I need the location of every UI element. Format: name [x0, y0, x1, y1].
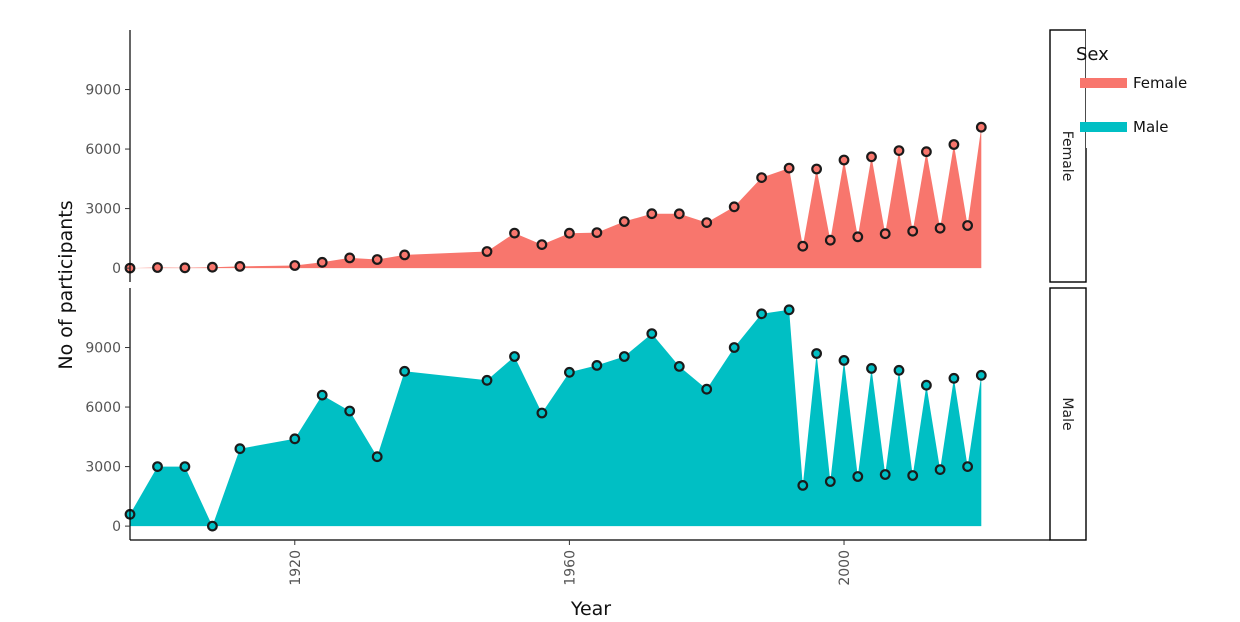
facet-strip-female — [1049, 29, 1087, 283]
y-tick-label: 3000 — [85, 202, 121, 218]
data-point-female-1992 — [783, 162, 795, 174]
y-tick-label: 9000 — [85, 83, 121, 99]
data-point-male-1964 — [591, 360, 603, 371]
data-point-female-1984 — [728, 201, 740, 213]
data-point-female-1924 — [316, 256, 328, 268]
data-point-female-2010 — [907, 225, 919, 237]
legend-label-female: Female — [1133, 74, 1187, 92]
y-tick-label: 0 — [112, 261, 121, 277]
data-point-male-2012 — [921, 379, 932, 391]
data-point-male-1924 — [316, 389, 328, 401]
data-point-male-1992 — [783, 304, 795, 316]
y-tick-label: 6000 — [85, 400, 121, 416]
data-point-female-1920 — [289, 260, 301, 271]
y-axis-title: No of participants — [55, 200, 77, 369]
data-point-male-1948 — [481, 374, 493, 386]
data-point-male-1988 — [756, 308, 767, 320]
data-point-female-2012 — [921, 146, 932, 158]
data-point-female-1998 — [824, 234, 836, 246]
data-point-male-1980 — [701, 383, 713, 395]
data-point-male-1994 — [797, 480, 809, 491]
data-point-female-1904 — [179, 262, 191, 274]
data-point-female-1900 — [152, 262, 163, 273]
data-point-female-2016 — [948, 139, 960, 150]
data-point-female-2006 — [879, 228, 891, 240]
data-point-male-1908 — [206, 520, 218, 532]
data-point-female-1988 — [756, 172, 767, 184]
data-point-male-1956 — [536, 407, 548, 419]
data-point-female-2014 — [934, 222, 946, 234]
data-point-male-1960 — [564, 366, 575, 378]
data-point-female-2000 — [838, 154, 850, 166]
plot-area: 0 3000 6000 9000 Female 0 3000 6000 9000 Male 1920… — [85, 29, 1087, 586]
x-tick-label: 1960 — [562, 550, 578, 586]
data-point-female-1960 — [564, 227, 575, 239]
y-tick-label: 3000 — [85, 460, 121, 476]
data-point-female-1994 — [797, 240, 809, 252]
data-point-female-1936 — [399, 249, 411, 261]
data-point-male-1936 — [399, 365, 411, 377]
x-tick-label: 2000 — [837, 550, 853, 586]
x-tick-label: 1920 — [288, 550, 304, 586]
data-point-male-1900 — [152, 461, 163, 473]
legend-key-female — [1080, 78, 1127, 88]
data-point-female-1972 — [646, 208, 658, 220]
data-point-male-1976 — [673, 361, 685, 372]
facet-strip-male — [1049, 287, 1087, 541]
data-point-male-2018 — [962, 461, 973, 473]
data-point-female-1964 — [591, 227, 603, 239]
data-point-male-1928 — [344, 405, 356, 417]
data-point-female-2004 — [866, 151, 877, 163]
y-tick-label: 0 — [112, 519, 121, 535]
data-point-male-2006 — [879, 469, 891, 480]
data-point-female-1908 — [206, 261, 218, 273]
data-point-male-1968 — [618, 351, 630, 362]
area-male — [130, 309, 982, 527]
legend-title: Sex — [1076, 44, 1109, 65]
data-point-male-2000 — [838, 355, 850, 366]
data-point-female-1976 — [673, 208, 685, 220]
facet-panel-male: 0 3000 6000 9000 Male — [85, 287, 1087, 541]
data-point-male-2002 — [852, 471, 864, 482]
data-point-female-1996 — [811, 163, 822, 175]
data-point-female-1912 — [234, 261, 246, 272]
data-point-male-1972 — [646, 328, 658, 340]
data-point-female-1968 — [618, 216, 630, 227]
data-point-female-1956 — [536, 239, 548, 251]
data-point-female-1948 — [481, 246, 493, 257]
area-female — [130, 127, 982, 269]
data-point-male-2010 — [907, 470, 919, 481]
legend: Sex Female Male — [1076, 28, 1206, 148]
data-point-male-1984 — [728, 342, 740, 353]
data-point-female-2018 — [962, 220, 973, 231]
data-point-male-2016 — [948, 372, 960, 384]
data-point-male-1952 — [509, 351, 520, 362]
data-point-male-1912 — [234, 443, 246, 455]
data-point-male-1904 — [179, 461, 191, 473]
data-point-male-2020 — [975, 369, 987, 381]
data-point-male-2008 — [893, 364, 905, 376]
data-point-female-1952 — [509, 227, 520, 239]
data-point-male-1996 — [811, 348, 822, 359]
data-point-male-1932 — [371, 451, 383, 463]
legend-label-male: Male — [1133, 118, 1169, 136]
data-point-female-1928 — [344, 252, 356, 264]
facet-strip-label: Female — [1059, 131, 1075, 182]
data-point-female-2008 — [893, 145, 905, 157]
facet-panel-female: 0 3000 6000 9000 Female — [85, 29, 1087, 283]
data-point-male-2004 — [866, 363, 877, 374]
legend-key-male — [1080, 122, 1127, 132]
data-point-male-2014 — [934, 464, 946, 476]
facet-strip-label: Male — [1059, 397, 1075, 430]
y-tick-label: 9000 — [85, 341, 121, 357]
data-point-female-2020 — [975, 121, 987, 133]
data-point-female-2002 — [852, 231, 864, 243]
data-point-male-1998 — [824, 476, 836, 487]
data-point-male-1920 — [289, 433, 301, 445]
y-tick-label: 6000 — [85, 142, 121, 158]
x-axis-title: Year — [570, 598, 611, 620]
data-point-female-1932 — [371, 254, 383, 265]
data-point-female-1980 — [701, 217, 713, 229]
